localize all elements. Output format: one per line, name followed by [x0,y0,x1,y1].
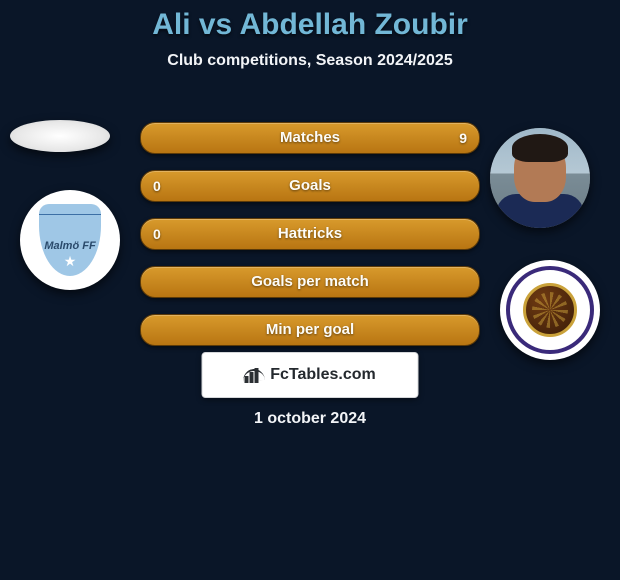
comparison-card: Ali vs Abdellah Zoubir Club competitions… [0,0,620,580]
stat-row-min-per-goal: Min per goal [140,314,480,346]
player-left-photo [10,120,110,152]
stat-row-matches: Matches 9 [140,122,480,154]
club-badge-left: Malmö FF ★ [20,190,120,290]
star-icon: ★ [64,253,77,270]
watermark-text: FcTables.com [270,366,376,384]
stat-label: Min per goal [141,315,479,345]
stat-row-goals: 0 Goals [140,170,480,202]
stat-label: Goals [141,171,479,201]
date-stamp: 1 october 2024 [0,410,620,428]
stats-block: Matches 9 0 Goals 0 Hattricks Goals per … [140,122,480,362]
subtitle: Club competitions, Season 2024/2025 [0,52,620,70]
club-badge-right [500,260,600,360]
shield-icon: Malmö FF ★ [39,204,101,276]
stat-row-hattricks: 0 Hattricks [140,218,480,250]
stat-label: Goals per match [141,267,479,297]
stat-label: Hattricks [141,219,479,249]
page-title: Ali vs Abdellah Zoubir [0,0,620,42]
bar-chart-icon [244,367,264,383]
stat-label: Matches [141,123,479,153]
stat-row-goals-per-match: Goals per match [140,266,480,298]
club-badge-left-text: Malmö FF [39,240,101,252]
player-right-photo [490,128,590,228]
watermark-link[interactable]: FcTables.com [202,352,419,398]
ball-icon [523,283,577,337]
stat-right-value: 9 [459,123,467,153]
badge-ring-icon [506,266,594,354]
